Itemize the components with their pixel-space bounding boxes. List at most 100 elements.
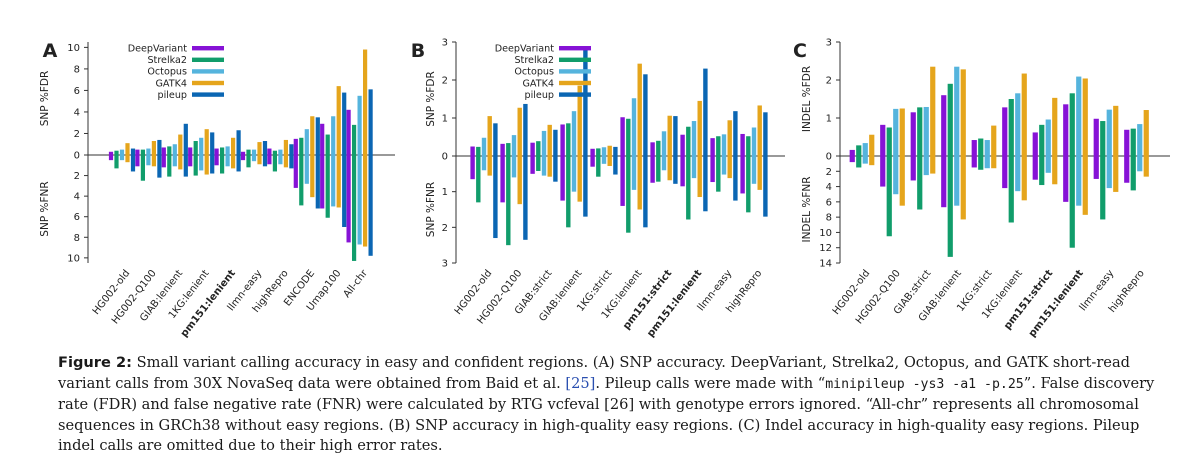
bar-fnr-strelka2-6 <box>246 155 251 168</box>
bar-fdr-gatk4-10 <box>363 49 368 155</box>
bar-fnr-pileup-8 <box>315 155 320 209</box>
bar-fdr-pileup-9 <box>342 92 347 155</box>
panel-label-b: B <box>411 40 425 62</box>
bar-fnr-gatk4-10 <box>1143 156 1149 177</box>
bar-fnr-gatk4-3 <box>547 156 552 177</box>
bar-fdr-octopus-1 <box>119 149 125 155</box>
bar-fdr-gatk4-5 <box>231 137 236 155</box>
bar-fnr-deepvariant-6 <box>1002 156 1008 189</box>
legend-swatch-pileup <box>192 92 224 97</box>
x-tick-label-8: pm151:lenient <box>645 268 704 339</box>
y-tick-zero-label: 0 <box>442 152 448 163</box>
bar-fdr-deepvariant-2 <box>500 143 505 156</box>
bar-fdr-strelka2-1 <box>114 150 119 155</box>
bar-fdr-deepvariant-9 <box>710 138 715 156</box>
bar-fdr-gatk4-6 <box>257 142 262 155</box>
bar-fnr-pileup-3 <box>183 155 188 177</box>
bar-fdr-strelka2-4 <box>947 83 953 156</box>
bar-fdr-deepvariant-2 <box>135 149 140 155</box>
bar-fdr-gatk4-8 <box>1082 78 1088 156</box>
bar-fdr-pileup-8 <box>703 68 708 156</box>
panel-label-a: A <box>43 40 58 62</box>
bar-fdr-octopus-4 <box>954 66 960 156</box>
bar-fnr-octopus-10 <box>1137 156 1143 172</box>
bar-fnr-pileup-6 <box>643 156 648 228</box>
legend-label-strelka2: Strelka2 <box>514 55 554 66</box>
bar-fdr-gatk4-5 <box>991 125 997 156</box>
bar-fnr-gatk4-9 <box>336 155 341 208</box>
bar-fnr-gatk4-6 <box>1021 156 1027 201</box>
bar-fdr-octopus-3 <box>172 144 177 155</box>
bar-fdr-gatk4-9 <box>336 86 341 155</box>
bar-fnr-deepvariant-5 <box>971 156 977 168</box>
bar-fdr-deepvariant-3 <box>910 112 916 156</box>
bar-fdr-strelka2-2 <box>140 149 145 155</box>
bar-fnr-octopus-6 <box>251 155 257 162</box>
legend-swatch-pileup <box>559 92 591 97</box>
bar-fdr-octopus-5 <box>984 140 990 156</box>
bar-fdr-deepvariant-5 <box>214 148 219 155</box>
bar-fnr-strelka2-9 <box>716 156 721 192</box>
bar-fdr-gatk4-2 <box>899 108 905 156</box>
bar-fnr-octopus-2 <box>893 156 899 195</box>
bar-fnr-pileup-1 <box>130 155 136 172</box>
bar-fdr-octopus-3 <box>541 130 547 156</box>
bar-fdr-deepvariant-5 <box>971 140 977 156</box>
bar-fdr-strelka2-6 <box>1008 99 1014 156</box>
bar-fnr-strelka2-5 <box>596 156 601 177</box>
bar-fnr-strelka2-7 <box>272 155 277 172</box>
caption-line-5: omitted due to their high error rates. <box>166 437 443 454</box>
bar-fnr-gatk4-5 <box>991 156 997 169</box>
bar-fnr-deepvariant-1 <box>849 156 855 163</box>
bar-fnr-strelka2-4 <box>947 156 953 257</box>
bar-fnr-deepvariant-6 <box>240 155 246 161</box>
caption-line-2: calls from 30X NovaSeq data were obtaine… <box>58 374 1155 414</box>
panel-label-c: C <box>793 40 807 62</box>
bar-fnr-octopus-7 <box>1045 156 1051 173</box>
y-axis-title-top: SNP %FDR <box>425 71 437 127</box>
bar-fdr-strelka2-1 <box>476 146 481 156</box>
bar-fdr-gatk4-5 <box>607 145 612 156</box>
bar-fdr-strelka2-1 <box>856 145 862 156</box>
bar-fdr-gatk4-9 <box>1113 105 1119 156</box>
bar-fdr-octopus-10 <box>357 95 362 155</box>
bar-fdr-deepvariant-6 <box>240 151 246 155</box>
legend-label-octopus: Octopus <box>147 67 187 78</box>
bar-fdr-pileup-5 <box>236 130 241 155</box>
bar-fnr-gatk4-3 <box>178 155 183 170</box>
bar-fdr-octopus-5 <box>601 147 607 156</box>
bar-fnr-octopus-1 <box>862 156 868 164</box>
y-tick-bottom-label: 14 <box>819 259 832 270</box>
bar-fdr-pileup-6 <box>262 141 268 155</box>
bar-fdr-strelka2-5 <box>596 148 601 156</box>
bar-fnr-strelka2-2 <box>506 156 511 246</box>
bar-fnr-deepvariant-9 <box>1093 156 1099 179</box>
y-tick-zero-label: 0 <box>826 152 832 163</box>
bar-fdr-octopus-1 <box>481 137 487 156</box>
bar-fnr-gatk4-9 <box>727 156 732 179</box>
bar-fdr-deepvariant-4 <box>560 124 565 156</box>
bar-fnr-strelka2-9 <box>325 155 330 218</box>
bar-fnr-pileup-2 <box>157 155 162 178</box>
bar-fnr-octopus-10 <box>357 155 362 245</box>
bar-fdr-pileup-2 <box>157 139 162 155</box>
bar-fdr-deepvariant-4 <box>188 147 193 155</box>
y-tick-bottom-label: 2 <box>74 171 80 182</box>
bar-fdr-octopus-9 <box>1106 109 1112 156</box>
bar-fdr-deepvariant-10 <box>346 109 351 155</box>
x-tick-label-8: pm151:lenient <box>1027 268 1086 339</box>
bar-fnr-pileup-3 <box>553 156 558 182</box>
y-tick-top-label: 2 <box>442 76 448 87</box>
bar-fdr-octopus-10 <box>1137 124 1143 156</box>
bar-fdr-gatk4-3 <box>547 124 552 156</box>
bar-fnr-strelka2-10 <box>746 156 751 213</box>
bar-fnr-octopus-9 <box>1106 156 1112 189</box>
bar-fnr-gatk4-4 <box>204 155 209 175</box>
bar-fdr-pileup-6 <box>643 74 648 156</box>
bar-fdr-gatk4-4 <box>577 85 582 156</box>
bar-fnr-gatk4-1 <box>869 156 875 166</box>
bar-fdr-gatk4-2 <box>517 107 522 156</box>
bar-fnr-octopus-3 <box>541 156 547 176</box>
